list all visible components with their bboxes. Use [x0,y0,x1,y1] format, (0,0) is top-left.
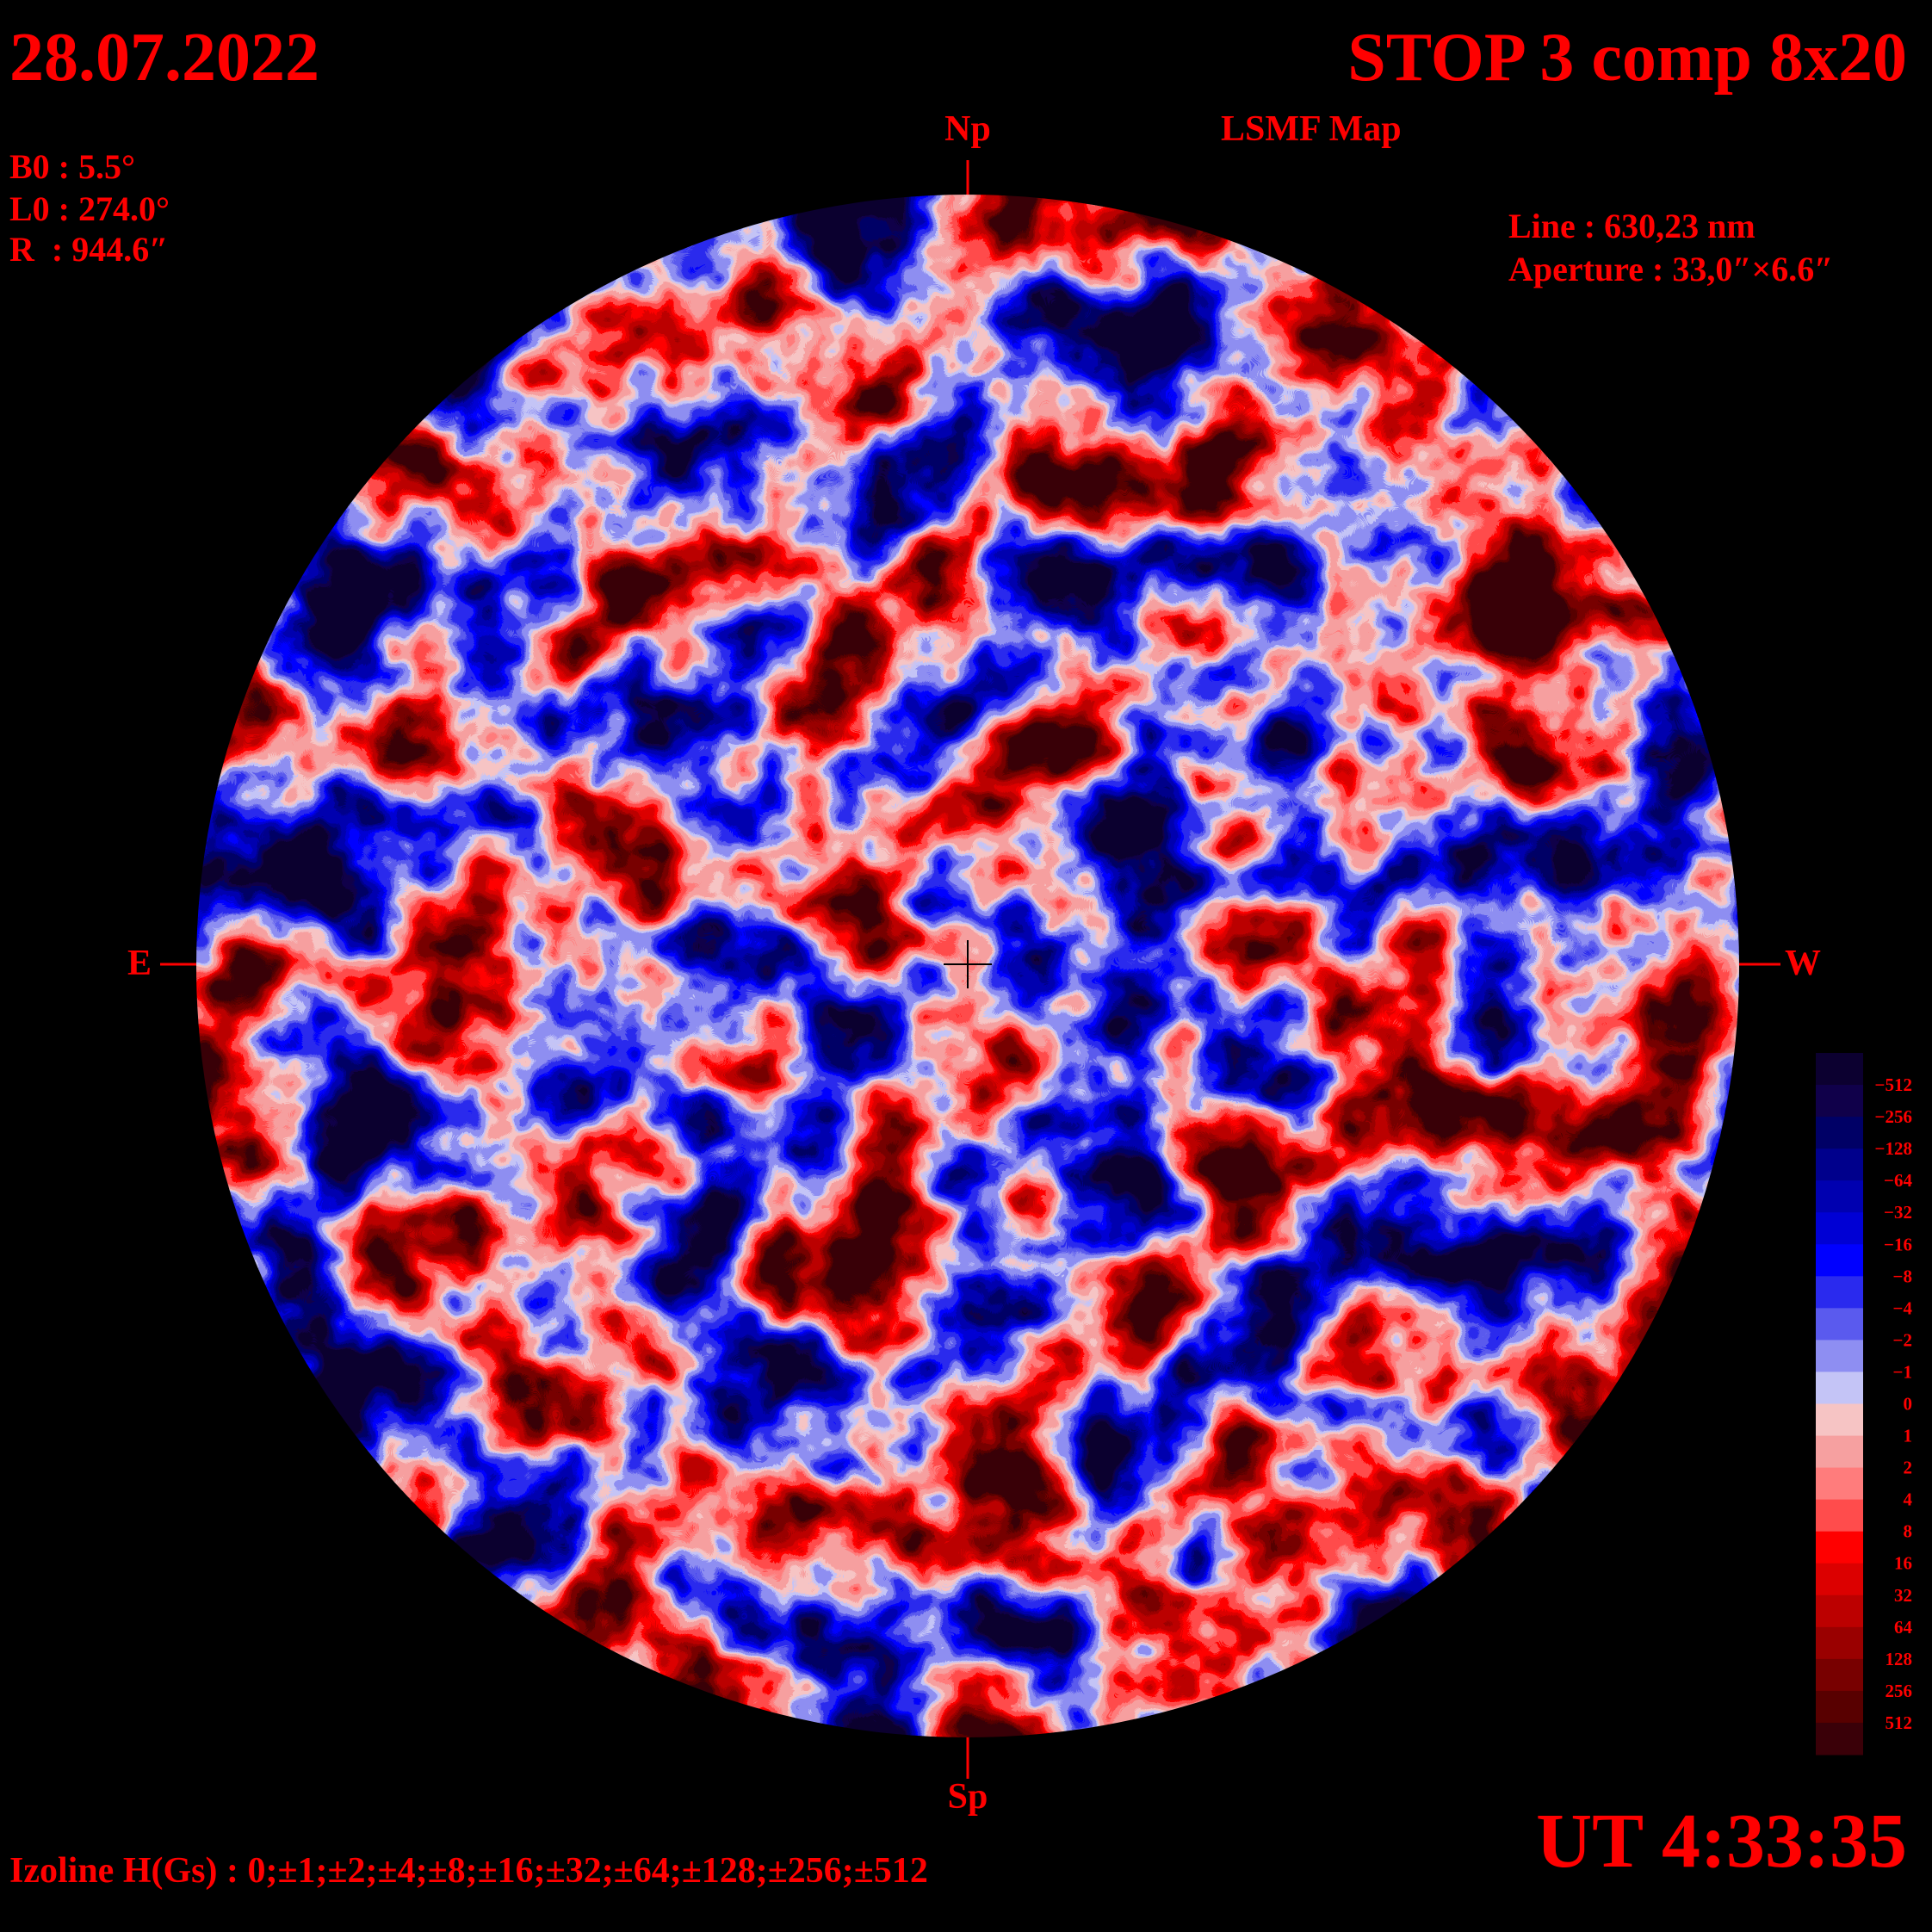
date: 28.07.2022 [9,20,319,96]
colorbar-label: 128 [1886,1649,1913,1669]
south-label: Sp [948,1777,988,1817]
parameter: R : 944.6″ [9,230,168,269]
colorbar-label: −16 [1884,1234,1912,1254]
crosshair [944,940,992,988]
colorbar-label: 8 [1904,1521,1913,1542]
colorbar-swatch [1816,1595,1863,1628]
colorbar-label: −2 [1893,1329,1912,1350]
colorbar-swatch [1816,1467,1863,1501]
colorbar-label: −128 [1875,1138,1912,1159]
colorbar-label: −32 [1884,1202,1912,1223]
colorbar-swatch [1816,1117,1863,1149]
colorbar-label: 256 [1886,1681,1913,1701]
colorbar-swatch [1816,1690,1863,1724]
isolines: Izoline H(Gs) : 0;±1;±2;±4;±8;±16;±32;±6… [9,1851,928,1891]
colorbar-swatch [1816,1085,1863,1118]
colorbar-swatch [1816,1276,1863,1309]
colorbar-swatch [1816,1244,1863,1277]
colorbar-label: −64 [1884,1170,1912,1191]
west-label: W [1785,944,1821,983]
colorbar-swatch [1816,1722,1863,1756]
east-label: E [127,944,152,983]
instrument-aperture: Aperture : 33,0″×6.6″ [1508,250,1833,288]
colorbar-label: −256 [1875,1106,1912,1127]
colorbar-swatch [1816,1053,1863,1086]
colorbar-label: 512 [1886,1712,1913,1733]
colorbar-label: −8 [1893,1266,1912,1286]
colorbar-label: −512 [1875,1074,1912,1095]
colorbar-swatch [1816,1658,1863,1692]
colorbar-label: 32 [1894,1585,1912,1606]
colorbar-label: 16 [1894,1553,1912,1574]
colorbar-label: 0 [1904,1394,1913,1415]
subtitle: LSMF Map [1221,109,1402,149]
colorbar-swatch [1816,1212,1863,1245]
colorbar-swatch [1816,1149,1863,1181]
colorbar-swatch [1816,1626,1863,1660]
colorbar-swatch [1816,1435,1863,1469]
colorbar-label: 1 [1904,1426,1913,1446]
colorbar-label: 64 [1894,1617,1913,1638]
parameter: L0 : 274.0° [9,189,170,228]
parameter: B0 : 5.5° [9,147,135,186]
colorbar-label: −4 [1893,1297,1913,1318]
colorbar-label: 2 [1904,1458,1913,1478]
colorbar: −512 −256 −128 −64 −32 −16 −8 −4 −2 −1 0 1 2 4 8 16 32 64… [1816,1053,1913,1756]
colorbar-label: 4 [1904,1489,1913,1510]
colorbar-label: −1 [1893,1361,1912,1382]
colorbar-swatch [1816,1340,1863,1372]
colorbar-swatch [1816,1372,1863,1404]
colorbar-swatch [1816,1531,1863,1564]
colorbar-swatch [1816,1403,1863,1437]
title: STOP 3 comp 8x20 [1347,20,1907,96]
north-label: Np [944,109,991,149]
instrument-line: Line : 630,23 nm [1508,207,1756,245]
colorbar-swatch [1816,1499,1863,1533]
colorbar-swatch [1816,1180,1863,1213]
time: UT 4:33:35 [1536,1799,1907,1884]
colorbar-swatch [1816,1308,1863,1341]
colorbar-swatch [1816,1563,1863,1596]
